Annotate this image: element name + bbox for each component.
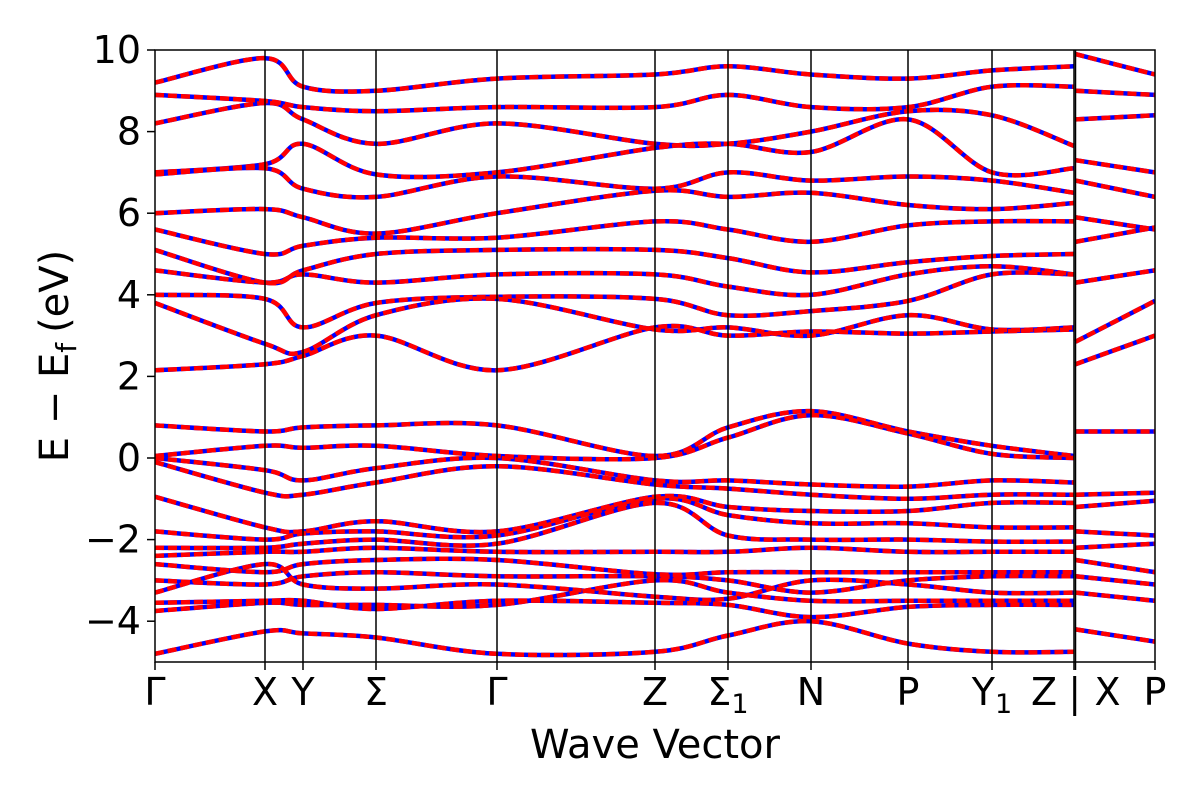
band-line-blue bbox=[155, 597, 1075, 620]
band-line-red bbox=[1075, 498, 1155, 510]
band-line-blue bbox=[155, 545, 1074, 559]
y-ticks: 10 8 6 4 2 0 −2 −4 bbox=[85, 28, 155, 643]
band-line-red bbox=[155, 500, 1075, 551]
y-tick-label: 10 bbox=[93, 28, 141, 72]
band-line-red bbox=[1075, 590, 1155, 604]
x-tick-label: X bbox=[1094, 670, 1120, 714]
x-tick-label: N bbox=[797, 670, 825, 714]
y-axis-label-main: E − E bbox=[32, 353, 78, 463]
band-line-red bbox=[1075, 225, 1155, 245]
band-line-red bbox=[155, 408, 1075, 459]
band-line-red bbox=[1075, 113, 1155, 122]
x-tick-label: P bbox=[1144, 670, 1167, 714]
high-symmetry-lines bbox=[264, 50, 1077, 662]
band-line-red bbox=[155, 412, 1075, 462]
y-axis-label-sub: f bbox=[50, 342, 83, 353]
band-line-red bbox=[155, 296, 1075, 357]
band-line-red bbox=[155, 188, 1075, 236]
band-line-red bbox=[155, 459, 1075, 502]
y-tick-label: 6 bbox=[117, 191, 141, 235]
y-tick-label: 8 bbox=[117, 110, 141, 154]
band-line-red bbox=[1075, 529, 1155, 538]
band-line-red bbox=[1075, 178, 1155, 200]
band-line-red bbox=[1074, 333, 1155, 367]
y-tick-label: 4 bbox=[117, 273, 141, 317]
band-line-red bbox=[1075, 557, 1155, 575]
y-tick-label: −2 bbox=[85, 518, 141, 562]
band-line-red bbox=[155, 165, 1075, 200]
band-line-red bbox=[155, 82, 1075, 114]
band-line-red bbox=[155, 493, 1075, 535]
band-line-red bbox=[155, 455, 1075, 489]
x-tick-label: Σ bbox=[364, 670, 388, 714]
band-line-red bbox=[1074, 51, 1155, 77]
band-line-blue bbox=[155, 165, 1075, 200]
y-tick-label: 2 bbox=[117, 354, 141, 398]
band-line-red bbox=[1075, 574, 1155, 587]
y-axis-label: E − Ef (eV) bbox=[32, 250, 83, 463]
y-tick-label: −4 bbox=[85, 599, 141, 643]
band-line-red bbox=[155, 100, 1075, 149]
band-line-red bbox=[155, 545, 1074, 559]
band-line-blue bbox=[155, 455, 1075, 489]
band-line-red bbox=[155, 270, 1075, 330]
band-line-red bbox=[1075, 157, 1155, 175]
band-line-red bbox=[155, 323, 1075, 373]
x-tick-label: Z bbox=[642, 670, 668, 714]
x-tick-label: Y bbox=[290, 670, 315, 714]
band-line-red bbox=[155, 246, 1075, 286]
x-tick-label: P bbox=[897, 670, 920, 714]
band-line-red bbox=[155, 577, 1074, 614]
x-tick-label: Z bbox=[1031, 670, 1057, 714]
band-line-red bbox=[1075, 215, 1155, 232]
x-tick-label: Γ bbox=[144, 670, 165, 714]
band-line-red bbox=[155, 496, 1075, 542]
band-line-blue bbox=[155, 556, 1074, 578]
band-line-red bbox=[1074, 298, 1155, 344]
y-tick-label: 0 bbox=[117, 436, 141, 480]
band-line-red bbox=[155, 218, 1075, 257]
band-line-red bbox=[1075, 627, 1155, 644]
band-line-red bbox=[155, 117, 1075, 180]
band-line-red bbox=[1075, 541, 1155, 551]
band-line-red bbox=[155, 561, 1075, 603]
x-ticks: Γ X Y Σ Γ Z Σ1 N P Y1 Z X P bbox=[144, 662, 1166, 720]
band-line-red bbox=[1075, 268, 1155, 285]
band-line-red bbox=[155, 556, 1074, 578]
x-tick-label: Γ bbox=[486, 670, 507, 714]
band-line-blue bbox=[155, 618, 1075, 658]
x-tick-label: Y1 bbox=[971, 670, 1012, 720]
band-line-red bbox=[1075, 88, 1155, 98]
x-tick-label: X bbox=[252, 670, 278, 714]
band-line-red bbox=[155, 618, 1075, 658]
y-axis-label-unit: (eV) bbox=[32, 250, 78, 333]
band-line-red bbox=[155, 55, 1075, 94]
x-tick-label: Σ1 bbox=[707, 670, 748, 720]
band-line-red bbox=[155, 569, 1075, 595]
band-line-red bbox=[1075, 490, 1155, 497]
x-axis-label: Wave Vector bbox=[530, 722, 781, 768]
band-line-red bbox=[155, 263, 1075, 298]
